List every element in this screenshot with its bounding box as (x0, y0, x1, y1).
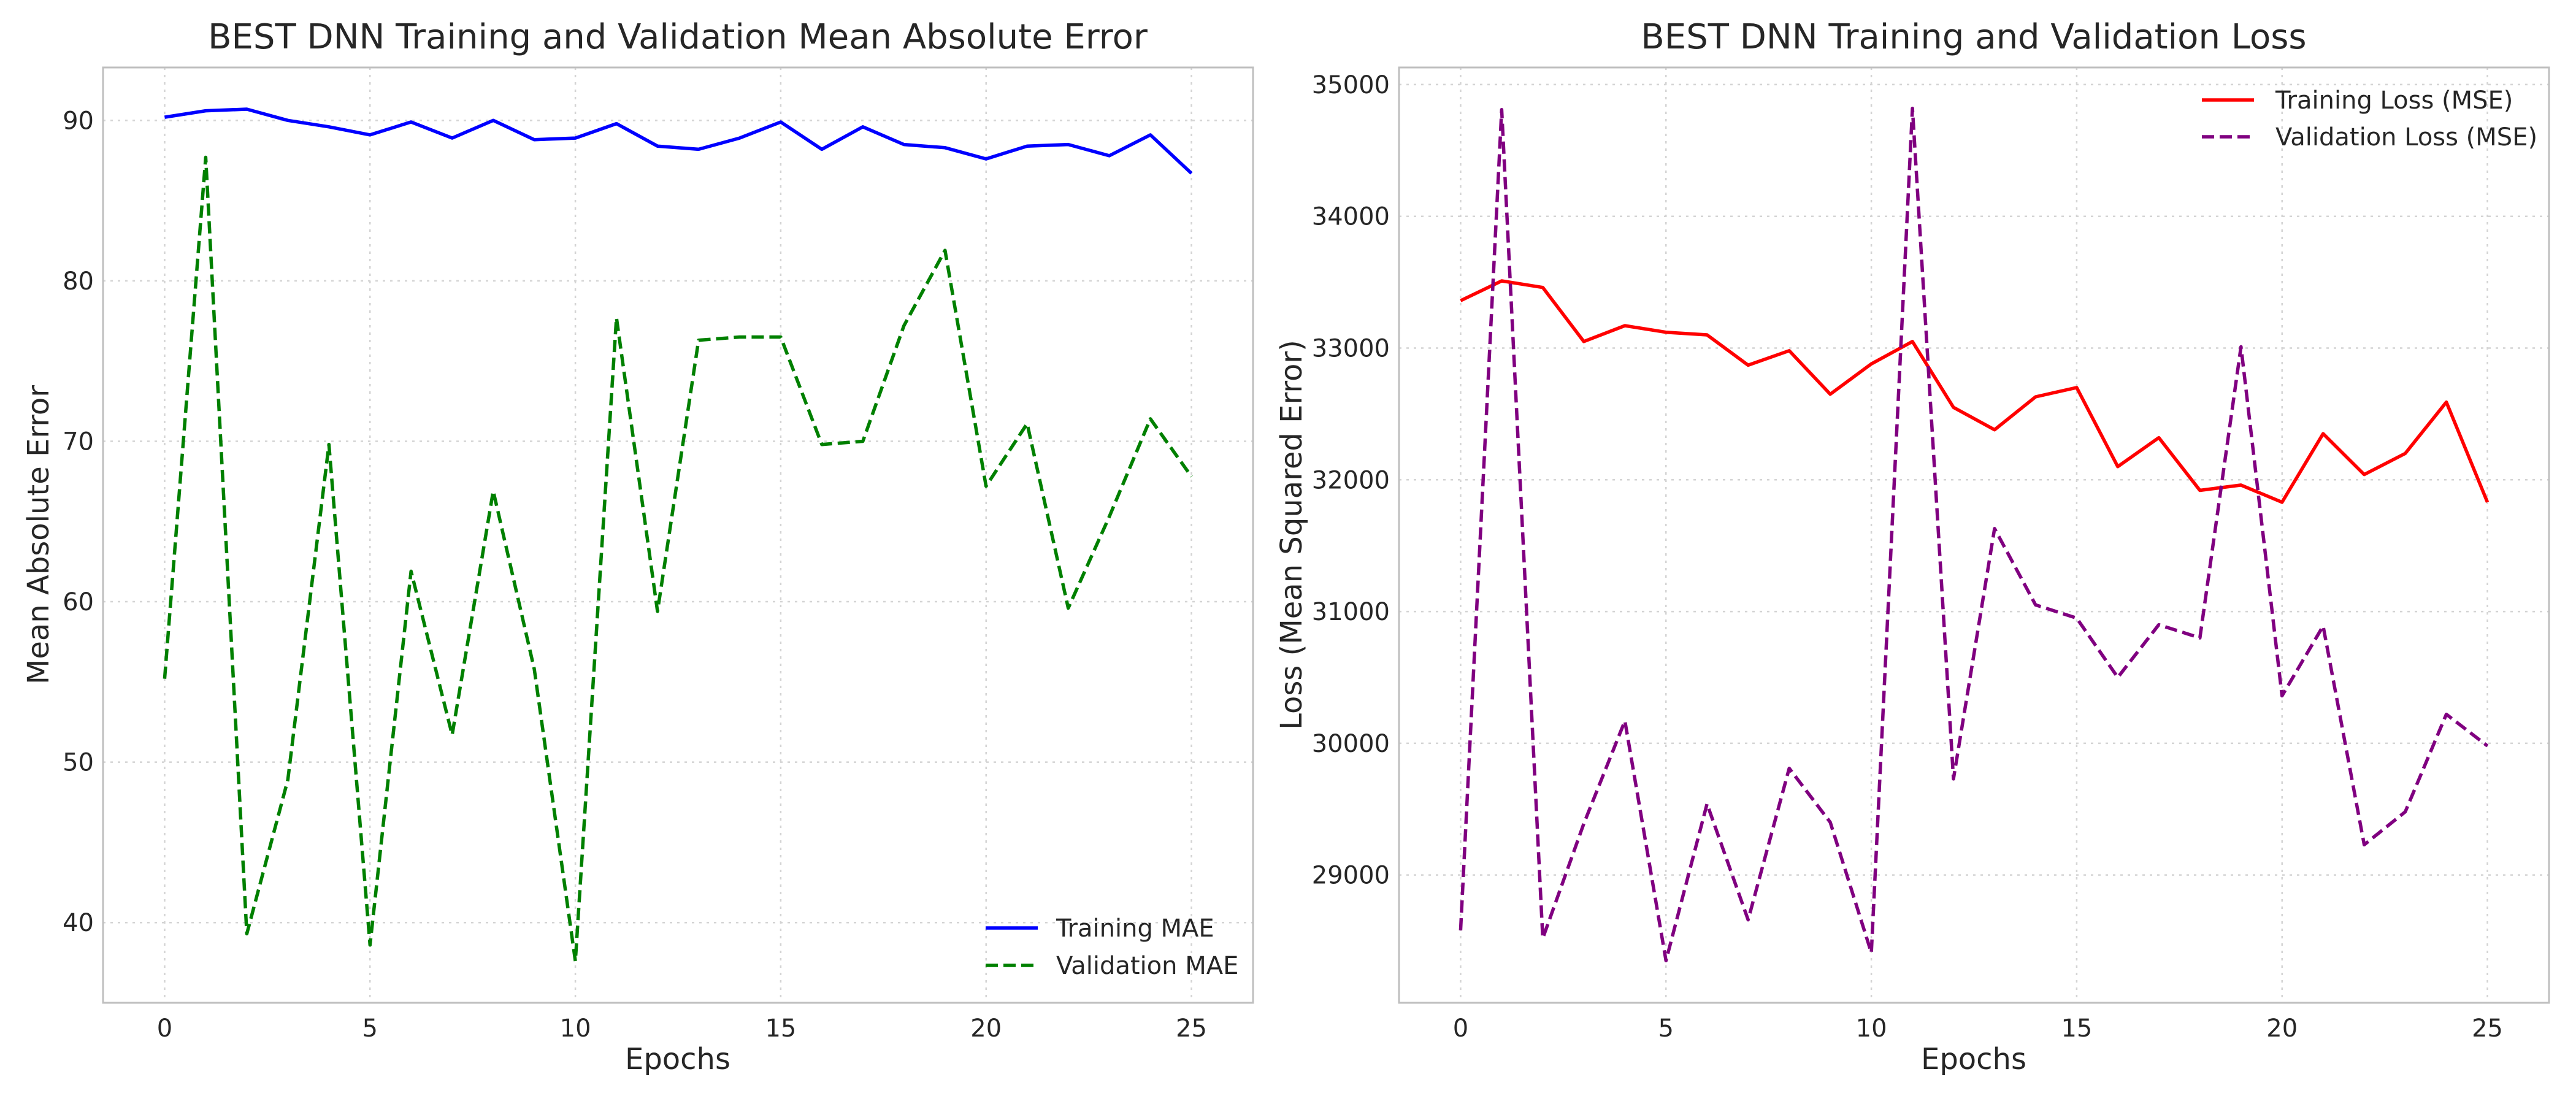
x-tick-label: 10 (1856, 1014, 1887, 1043)
x-tick-label: 10 (560, 1014, 591, 1043)
y-ticks: 40 50 60 70 80 90 (63, 107, 94, 937)
y-ticks: 29000 30000 31000 32000 33000 34000 35000 (1312, 71, 1390, 890)
x-tick-label: 5 (362, 1014, 378, 1043)
series-group (163, 107, 1193, 963)
x-ticks: 0 5 10 15 20 25 (1453, 1014, 2503, 1043)
x-axis-label: Epochs (625, 1042, 730, 1076)
x-tick-label: 0 (1453, 1014, 1468, 1043)
series-line-validation-mae (163, 155, 1193, 963)
y-axis-label: Loss (Mean Squared Error) (1275, 340, 1309, 730)
x-tick-label: 15 (2061, 1014, 2092, 1043)
y-tick-label: 35000 (1312, 71, 1390, 99)
grid (1399, 67, 2549, 1003)
y-tick-label: 31000 (1312, 598, 1390, 626)
legend-label-validation-loss: Validation Loss (MSE) (2275, 123, 2537, 151)
x-tick-label: 5 (1658, 1014, 1674, 1043)
x-tick-label: 25 (2472, 1014, 2503, 1043)
mae-chart: BEST DNN Training and Validation Mean Ab… (21, 17, 1254, 1076)
legend: Training Loss (MSE) Validation Loss (MSE… (2202, 86, 2537, 151)
y-tick-label: 70 (63, 427, 94, 456)
chart-title: BEST DNN Training and Validation Mean Ab… (208, 17, 1148, 57)
chart-title: BEST DNN Training and Validation Loss (1641, 17, 2306, 57)
y-tick-label: 50 (63, 749, 94, 777)
y-tick-label: 34000 (1312, 203, 1390, 231)
y-tick-label: 60 (63, 588, 94, 616)
series-line-training-loss-mse (1460, 279, 2490, 504)
legend: Training MAE Validation MAE (986, 914, 1238, 980)
y-tick-label: 33000 (1312, 335, 1390, 363)
series-line-training-mae (164, 107, 1193, 175)
y-tick-label: 30000 (1312, 730, 1390, 758)
x-tick-label: 20 (2266, 1014, 2298, 1043)
y-axis-label: Mean Absolute Error (21, 385, 56, 684)
x-tick-label: 25 (1176, 1014, 1207, 1043)
x-tick-label: 0 (157, 1014, 172, 1043)
y-tick-label: 80 (63, 267, 94, 296)
y-tick-label: 40 (63, 909, 94, 937)
y-tick-label: 29000 (1312, 862, 1390, 890)
loss-chart: BEST DNN Training and Validation Loss 0 5… (1275, 17, 2550, 1076)
x-axis-label: Epochs (1921, 1042, 2026, 1076)
plot-frame (1398, 66, 2550, 1004)
x-ticks: 0 5 10 15 20 25 (157, 1014, 1207, 1043)
series-group (1459, 106, 2490, 963)
y-tick-label: 90 (63, 107, 94, 135)
x-tick-label: 15 (765, 1014, 796, 1043)
legend-label-training-mae: Training MAE (1056, 914, 1214, 943)
grid (103, 67, 1253, 1003)
series-line-validation-loss-mse (1459, 106, 2489, 963)
legend-label-training-loss: Training Loss (MSE) (2275, 86, 2513, 115)
x-tick-label: 20 (970, 1014, 1002, 1043)
plot-frame (102, 66, 1254, 1004)
legend-label-validation-mae: Validation MAE (1056, 952, 1238, 980)
y-tick-label: 32000 (1312, 466, 1390, 494)
